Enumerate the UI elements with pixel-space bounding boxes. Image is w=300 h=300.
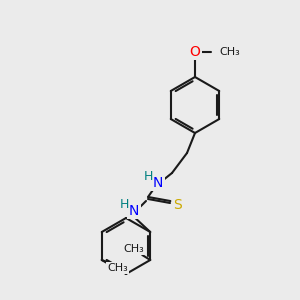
Text: CH₃: CH₃ — [124, 244, 145, 254]
Text: CH₃: CH₃ — [107, 263, 128, 273]
Text: N: N — [153, 176, 163, 190]
Text: H: H — [119, 199, 129, 212]
Text: CH₃: CH₃ — [219, 47, 240, 57]
Text: H: H — [143, 170, 153, 184]
Text: S: S — [174, 198, 182, 212]
Text: O: O — [190, 45, 200, 59]
Text: N: N — [129, 204, 139, 218]
